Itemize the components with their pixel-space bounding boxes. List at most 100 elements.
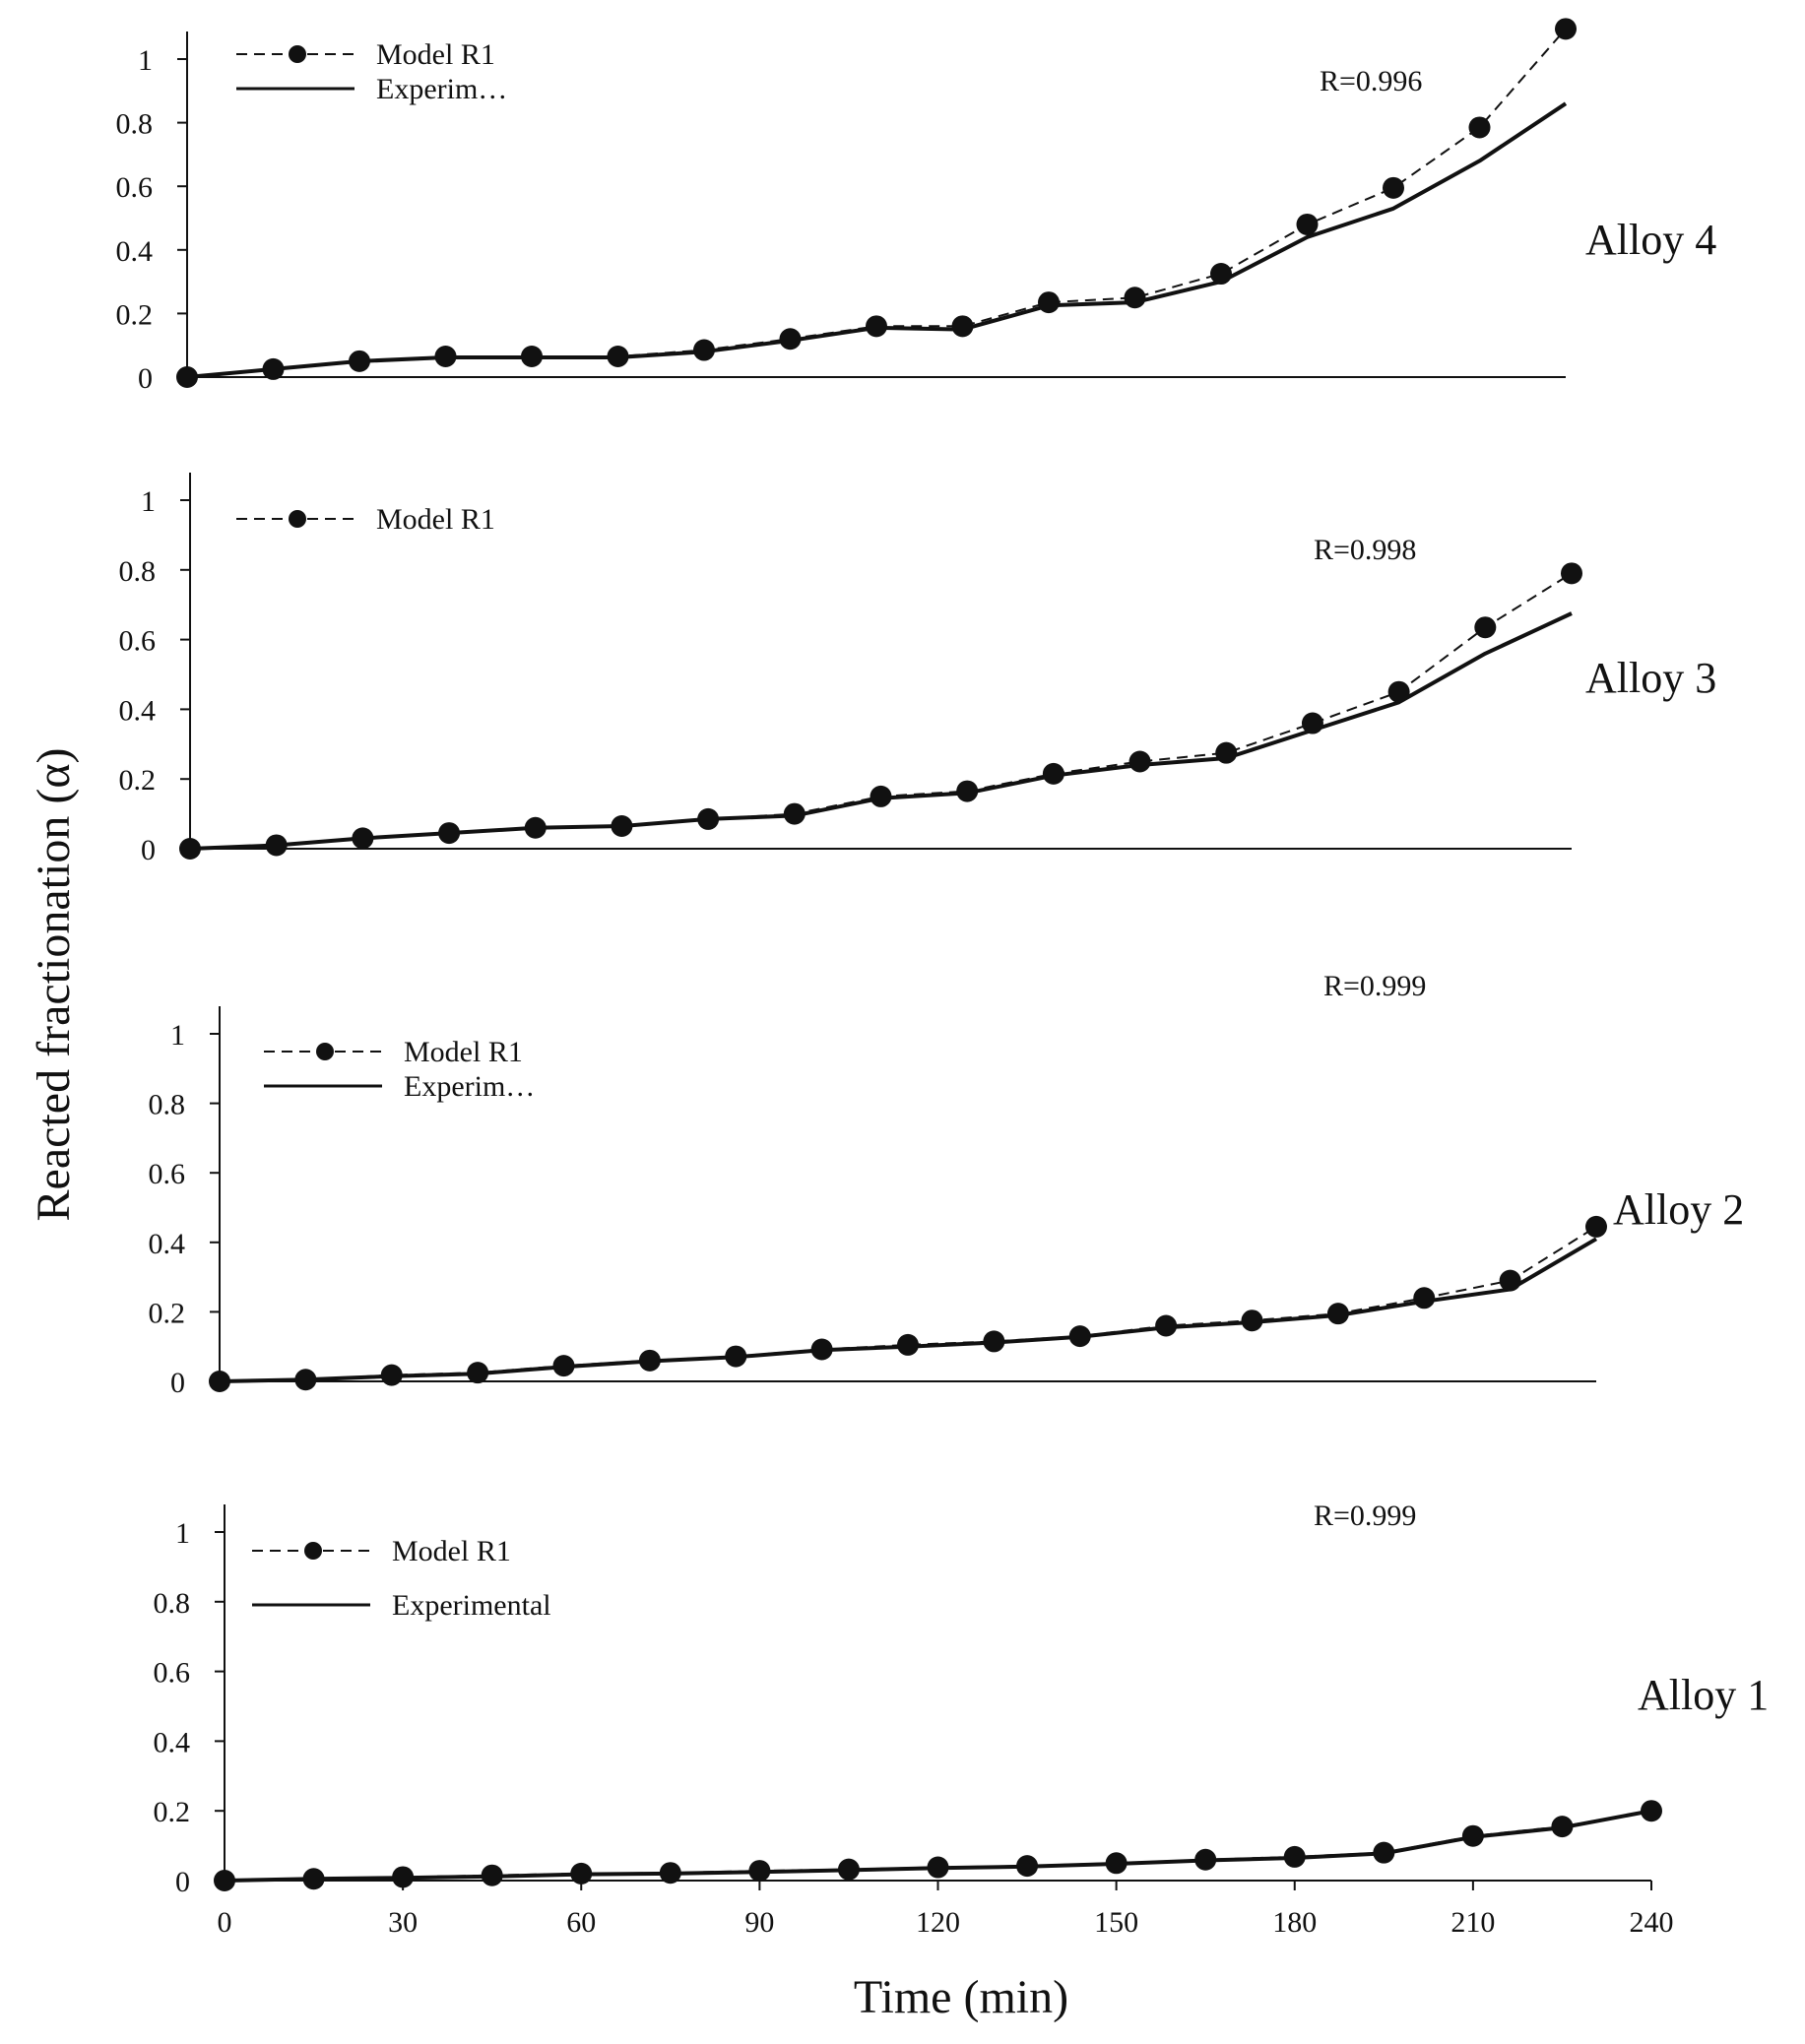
y-tick-label: 0.2 <box>154 1796 191 1828</box>
model-point <box>524 816 547 839</box>
x-tick-label: 240 <box>1630 1906 1674 1939</box>
model-point <box>810 1338 833 1361</box>
model-point <box>1283 1845 1306 1868</box>
model-point <box>638 1349 661 1372</box>
model-point <box>1155 1314 1178 1337</box>
y-tick-label: 0 <box>175 1866 190 1898</box>
y-tick-label: 0.2 <box>149 1297 186 1329</box>
x-tick-label: 210 <box>1450 1906 1495 1939</box>
model-point <box>179 838 201 860</box>
model-point <box>265 834 288 857</box>
model-point <box>380 1364 403 1386</box>
y-tick-label: 1 <box>175 1517 190 1550</box>
alloy-label: Alloy 4 <box>1585 216 1716 264</box>
model-point <box>521 346 543 368</box>
model-point <box>1194 1848 1217 1871</box>
model-point <box>1241 1309 1263 1332</box>
y-tick-label: 0.6 <box>116 171 154 204</box>
model-point <box>1042 762 1064 785</box>
model-point <box>897 1333 919 1356</box>
r-value-annotation: R=0.996 <box>1320 65 1422 97</box>
r-value-annotation: R=0.998 <box>1314 534 1416 566</box>
model-point <box>1561 562 1582 585</box>
y-tick-label: 0.6 <box>119 625 157 658</box>
y-tick-label: 1 <box>170 1019 185 1052</box>
model-point <box>837 1858 860 1881</box>
y-tick-label: 0.4 <box>116 235 154 268</box>
model-point <box>1499 1269 1521 1292</box>
y-tick-label: 0.4 <box>154 1726 191 1758</box>
legend-model-marker <box>304 1542 322 1560</box>
legend-label: Experim… <box>376 73 507 105</box>
model-point <box>1474 616 1497 639</box>
panel-alloy-1: 0 0.2 0.4 0.6 0.8 1 0 30 60 90 120 150 180 210 240 Mode… <box>154 1500 1770 1939</box>
model-point <box>302 1868 325 1890</box>
experimental-line <box>219 1237 1598 1383</box>
alloy-label: Alloy 1 <box>1638 1671 1769 1719</box>
r-value-annotation: R=0.999 <box>1323 970 1426 1002</box>
y-tick-label: 0.8 <box>116 108 154 141</box>
model-point <box>697 807 720 830</box>
model-point <box>870 785 892 807</box>
model-point <box>659 1862 681 1884</box>
model-point <box>748 1860 771 1883</box>
model-point <box>1551 1816 1574 1838</box>
model-point <box>467 1362 489 1384</box>
model-point <box>1215 741 1238 764</box>
model-point <box>956 780 979 802</box>
y-tick-label: 0.2 <box>116 298 154 331</box>
legend-label: Model R1 <box>376 38 495 71</box>
model-point <box>552 1355 575 1377</box>
model-point <box>434 346 457 368</box>
alloy-label: Alloy 2 <box>1613 1185 1744 1234</box>
x-tick-label: 120 <box>916 1906 960 1939</box>
model-point <box>1124 287 1146 309</box>
model-point <box>611 814 633 837</box>
x-tick-label: 150 <box>1094 1906 1138 1939</box>
legend-label: Model R1 <box>404 1036 523 1068</box>
model-point <box>392 1866 415 1888</box>
r-value-annotation: R=0.999 <box>1314 1500 1416 1532</box>
model-point <box>779 328 802 351</box>
model-point <box>294 1369 317 1391</box>
y-tick-label: 0.6 <box>149 1158 186 1190</box>
legend-label: Experim… <box>404 1070 535 1103</box>
model-point <box>725 1345 747 1368</box>
y-tick-label: 0.8 <box>149 1089 186 1121</box>
y-tick-label: 1 <box>141 485 156 518</box>
model-point <box>570 1862 593 1884</box>
y-tick-label: 1 <box>138 44 153 77</box>
legend-model-marker <box>316 1043 334 1060</box>
model-point <box>209 1371 230 1392</box>
model-point <box>349 350 370 372</box>
y-tick-label: 0.4 <box>149 1228 186 1260</box>
model-point <box>1326 1303 1349 1325</box>
y-tick-label: 0.8 <box>154 1587 191 1620</box>
model-point <box>1641 1800 1662 1822</box>
legend-model-marker <box>289 510 306 528</box>
model-point <box>352 827 374 850</box>
model-line <box>219 1226 1597 1382</box>
model-point <box>214 1870 235 1891</box>
x-axis-label: Time (min) <box>854 1971 1068 2023</box>
legend-label: Model R1 <box>392 1535 511 1567</box>
y-axis-label: Reacted fractionation (α) <box>28 748 80 1222</box>
model-point <box>1468 116 1491 139</box>
x-tick-label: 90 <box>744 1906 774 1939</box>
model-point <box>1585 1215 1607 1238</box>
alloy-label: Alloy 3 <box>1585 654 1716 702</box>
model-point <box>1413 1287 1436 1309</box>
model-point <box>481 1864 503 1886</box>
legend-label: Experimental <box>392 1589 551 1622</box>
model-point <box>693 339 715 361</box>
x-tick-label: 0 <box>218 1906 232 1939</box>
model-point <box>1555 18 1577 40</box>
model-point <box>1068 1325 1091 1348</box>
model-point <box>607 346 629 368</box>
panel-alloy-3: 0 0.2 0.4 0.6 0.8 1 Model R1 R=0.998 Alloy 3 <box>119 473 1716 866</box>
y-tick-label: 0.4 <box>119 694 157 727</box>
model-point <box>1461 1824 1484 1847</box>
